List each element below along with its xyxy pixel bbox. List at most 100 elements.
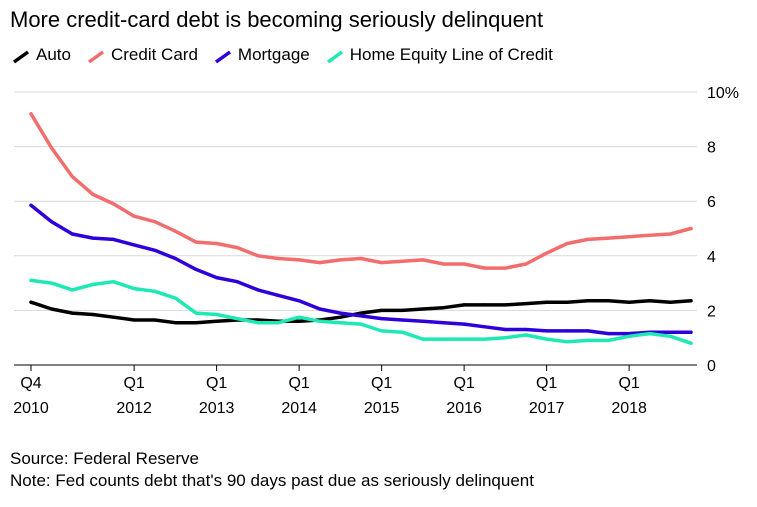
data-point-mortgage-2017Q1 bbox=[545, 329, 549, 333]
data-point-credit-card-2014Q4 bbox=[359, 256, 363, 261]
data-point-home-equity-line-of-credit-2016Q4 bbox=[524, 333, 528, 337]
data-point-credit-card-2014Q2 bbox=[318, 261, 322, 265]
data-point-auto-2011Q3 bbox=[91, 312, 95, 317]
data-point-home-equity-line-of-credit-2013Q4 bbox=[276, 321, 281, 325]
data-point-mortgage-2015Q4 bbox=[441, 321, 446, 325]
data-point-auto-2018Q4 bbox=[689, 299, 693, 303]
x-tick-year-2018Q1: 2018 bbox=[611, 400, 647, 417]
data-point-mortgage-2018Q4 bbox=[689, 330, 693, 334]
data-point-credit-card-2014Q3 bbox=[338, 258, 342, 262]
series-lines bbox=[29, 112, 693, 345]
data-point-credit-card-2015Q3 bbox=[421, 258, 425, 262]
data-point-auto-2018Q3 bbox=[668, 300, 673, 304]
data-point-home-equity-line-of-credit-2017Q4 bbox=[606, 338, 611, 342]
data-point-home-equity-line-of-credit-2012Q4 bbox=[194, 311, 198, 315]
data-point-credit-card-2011Q1 bbox=[50, 146, 54, 150]
data-point-credit-card-2018Q1 bbox=[627, 235, 631, 239]
data-point-mortgage-2017Q4 bbox=[606, 332, 611, 336]
data-point-auto-2017Q3 bbox=[586, 299, 590, 303]
data-point-mortgage-2014Q3 bbox=[338, 311, 342, 315]
data-point-home-equity-line-of-credit-2010Q4 bbox=[29, 278, 33, 282]
y-tick-label-10: 10% bbox=[707, 85, 739, 102]
x-tick-period-2013Q1: Q1 bbox=[206, 375, 227, 392]
data-point-mortgage-2012Q1 bbox=[132, 243, 136, 247]
data-point-home-equity-line-of-credit-2018Q4 bbox=[689, 341, 693, 345]
data-point-auto-2016Q1 bbox=[462, 303, 466, 307]
legend-item-auto: Auto bbox=[12, 44, 71, 66]
y-tick-label-6: 6 bbox=[707, 194, 716, 211]
data-point-credit-card-2011Q4 bbox=[111, 202, 116, 206]
data-point-mortgage-2015Q3 bbox=[421, 319, 425, 323]
data-point-mortgage-2018Q3 bbox=[668, 330, 673, 334]
legend-swatch-mortgage bbox=[214, 48, 232, 64]
data-point-credit-card-2018Q4 bbox=[689, 226, 693, 231]
data-point-credit-card-2017Q3 bbox=[586, 237, 590, 241]
data-point-mortgage-2014Q4 bbox=[359, 314, 363, 318]
x-tick-year-2014Q1: 2014 bbox=[281, 400, 317, 417]
data-point-mortgage-2016Q3 bbox=[503, 327, 507, 332]
data-point-mortgage-2011Q2 bbox=[70, 232, 74, 236]
data-point-mortgage-2017Q2 bbox=[565, 329, 569, 333]
data-point-home-equity-line-of-credit-2016Q1 bbox=[462, 337, 466, 341]
x-tick-year-2017Q1: 2017 bbox=[529, 400, 565, 417]
data-point-home-equity-line-of-credit-2017Q2 bbox=[565, 340, 569, 344]
data-point-auto-2010Q4 bbox=[29, 300, 33, 304]
data-point-auto-2014Q4 bbox=[359, 311, 363, 315]
data-point-credit-card-2012Q3 bbox=[173, 229, 177, 233]
data-point-home-equity-line-of-credit-2013Q3 bbox=[256, 321, 260, 325]
source-note: Source: Federal Reserve bbox=[10, 449, 199, 468]
data-point-auto-2016Q2 bbox=[483, 303, 487, 307]
data-point-auto-2012Q3 bbox=[173, 321, 177, 325]
series-home-equity-line-of-credit bbox=[29, 278, 693, 345]
x-tick-year-2013Q1: 2013 bbox=[199, 400, 235, 417]
data-point-home-equity-line-of-credit-2011Q3 bbox=[91, 282, 95, 287]
chart-footer: Source: Federal Reserve Note: Fed counts… bbox=[10, 448, 534, 492]
data-point-auto-2015Q1 bbox=[380, 308, 384, 312]
data-point-home-equity-line-of-credit-2015Q3 bbox=[421, 337, 425, 341]
x-tick-year-2016Q1: 2016 bbox=[446, 400, 482, 417]
y-tick-label-0: 0 bbox=[707, 358, 716, 375]
data-point-mortgage-2018Q1 bbox=[627, 332, 631, 336]
data-point-home-equity-line-of-credit-2014Q3 bbox=[338, 321, 342, 325]
data-point-home-equity-line-of-credit-2018Q3 bbox=[668, 334, 673, 338]
legend-swatch-heloc bbox=[326, 48, 344, 64]
data-point-auto-2018Q2 bbox=[648, 299, 652, 303]
data-point-auto-2018Q1 bbox=[627, 300, 631, 304]
x-tick-period-2015Q1: Q1 bbox=[371, 375, 392, 392]
data-point-mortgage-2011Q3 bbox=[91, 236, 95, 240]
series-mortgage bbox=[29, 203, 693, 336]
data-point-credit-card-2010Q4 bbox=[29, 112, 33, 116]
x-tick-year-2010Q4: 2010 bbox=[13, 400, 49, 417]
data-point-mortgage-2013Q2 bbox=[235, 280, 239, 284]
data-point-auto-2016Q3 bbox=[503, 303, 507, 307]
data-point-auto-2012Q1 bbox=[132, 318, 136, 322]
gridlines bbox=[14, 91, 697, 366]
x-tick-year-2012Q1: 2012 bbox=[116, 400, 152, 417]
data-point-auto-2015Q2 bbox=[400, 308, 404, 312]
legend-swatch-credit-card bbox=[87, 48, 105, 64]
data-point-auto-2017Q1 bbox=[545, 300, 549, 304]
data-point-mortgage-2012Q3 bbox=[173, 256, 177, 261]
data-point-auto-2011Q2 bbox=[70, 311, 74, 315]
data-point-auto-2015Q4 bbox=[441, 306, 446, 310]
data-point-auto-2017Q2 bbox=[565, 300, 569, 304]
data-point-home-equity-line-of-credit-2012Q2 bbox=[153, 289, 157, 293]
data-point-credit-card-2013Q4 bbox=[276, 256, 281, 261]
data-point-home-equity-line-of-credit-2018Q1 bbox=[627, 334, 631, 338]
data-point-credit-card-2015Q4 bbox=[441, 262, 446, 266]
data-point-mortgage-2015Q2 bbox=[400, 318, 404, 322]
data-point-credit-card-2017Q4 bbox=[606, 236, 611, 240]
x-tick-year-2015Q1: 2015 bbox=[364, 400, 400, 417]
data-point-mortgage-2012Q4 bbox=[194, 267, 198, 271]
data-point-auto-2012Q2 bbox=[153, 318, 157, 322]
y-tick-label-4: 4 bbox=[707, 249, 716, 266]
data-point-auto-2013Q1 bbox=[215, 319, 219, 323]
y-tick-label-8: 8 bbox=[707, 140, 716, 157]
data-point-home-equity-line-of-credit-2011Q1 bbox=[50, 281, 54, 285]
data-point-mortgage-2015Q1 bbox=[380, 317, 384, 321]
data-point-mortgage-2013Q3 bbox=[256, 288, 260, 292]
data-point-mortgage-2016Q2 bbox=[483, 325, 487, 329]
data-point-home-equity-line-of-credit-2015Q1 bbox=[380, 329, 384, 333]
data-point-mortgage-2012Q2 bbox=[153, 248, 157, 252]
